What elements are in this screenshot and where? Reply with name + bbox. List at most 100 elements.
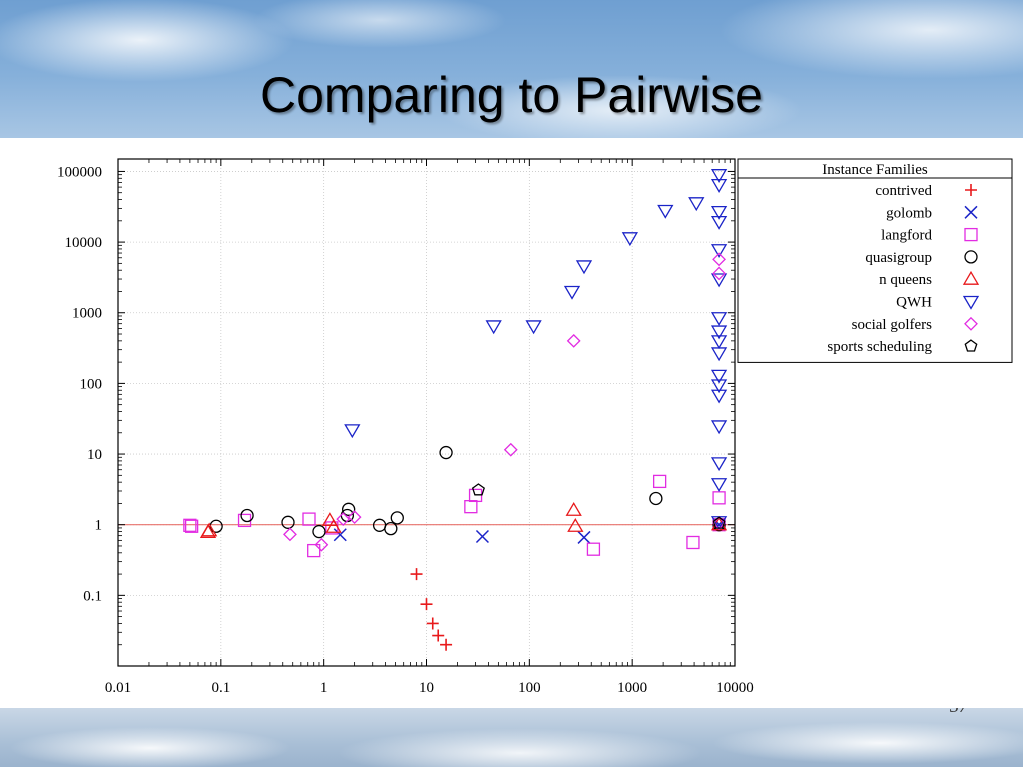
marker-plus (426, 617, 439, 630)
marker-square (686, 535, 700, 550)
data-point (710, 215, 728, 230)
marker-triangle-down (710, 478, 728, 493)
data-point (565, 501, 582, 516)
legend-entry-marker (965, 184, 977, 196)
y-tick-label: 1000 (72, 306, 102, 322)
marker-cross (475, 530, 489, 544)
legend-entry-label: n queens (879, 272, 932, 288)
marker-square (307, 543, 321, 558)
legend-entry-label: contrived (875, 183, 932, 199)
legend: Instance Families contrived golomb langfor… (737, 158, 1013, 363)
data-point (390, 511, 404, 525)
marker-cross (333, 528, 347, 542)
data-point (333, 528, 347, 542)
marker-cross (577, 530, 591, 544)
data-point (621, 232, 639, 247)
x-axis-tick-labels: 0.01 0.1 1 10 100 1000 10000 (105, 680, 754, 696)
data-point (710, 379, 728, 394)
data-point (686, 535, 700, 550)
marker-circle (312, 524, 326, 539)
marker-square (652, 474, 667, 489)
marker-circle (281, 515, 295, 529)
data-point (485, 320, 502, 335)
slide-title: Comparing to Pairwise (260, 67, 763, 123)
data-point (652, 474, 667, 489)
data-point (710, 389, 728, 404)
marker-triangle-down (710, 347, 728, 362)
data-point (710, 273, 728, 288)
marker-triangle-down (688, 197, 705, 212)
x-tick-label: 10000 (716, 680, 754, 696)
data-point (336, 512, 351, 527)
data-point (710, 205, 728, 220)
data-point (563, 285, 581, 300)
data-point (240, 508, 254, 523)
data-point (281, 515, 295, 529)
data-point (503, 442, 518, 457)
sky-background-bottom (0, 708, 1023, 767)
data-point (314, 537, 329, 552)
marker-square (302, 512, 316, 526)
marker-cross (964, 205, 978, 219)
data-point (710, 244, 728, 259)
data-point (384, 521, 398, 536)
data-point (710, 335, 728, 350)
marker-triangle-down (710, 273, 728, 288)
data-point (410, 568, 423, 581)
data-point (712, 266, 726, 281)
marker-triangle-down (710, 389, 728, 404)
marker-triangle-down (525, 320, 542, 335)
marker-plus (440, 638, 453, 651)
marker-triangle-down (621, 232, 639, 247)
marker-diamond (964, 316, 978, 331)
marker-square (183, 518, 197, 532)
legend-entry-marker (964, 339, 978, 352)
legend-entry-marker (964, 316, 978, 331)
data-point (710, 312, 728, 327)
legend-entry-label: golomb (886, 205, 932, 221)
marker-diamond (712, 252, 726, 267)
sky-background-top (0, 0, 1023, 138)
legend-entry-label: langford (881, 228, 932, 244)
axis-ticks (117, 159, 736, 666)
marker-triangle-down (710, 244, 728, 259)
marker-plus (420, 598, 433, 611)
marker-circle (390, 511, 404, 525)
data-point (464, 500, 478, 514)
data-point (347, 510, 362, 525)
data-point (475, 530, 489, 544)
legend-title: Instance Families (822, 162, 928, 178)
data-point (302, 512, 316, 526)
data-point (710, 457, 728, 472)
marker-triangle-down (710, 312, 728, 327)
marker-triangle-down (710, 420, 728, 435)
data-point (657, 204, 674, 219)
marker-diamond (314, 537, 329, 552)
marker-triangle-down (710, 457, 728, 472)
x-tick-label: 10 (419, 680, 434, 696)
data-point (344, 424, 361, 439)
marker-triangle-down (575, 260, 593, 275)
data-point (342, 502, 356, 516)
x-tick-label: 1000 (617, 680, 647, 696)
marker-diamond (336, 512, 351, 527)
marker-diamond (712, 516, 726, 531)
data-point (201, 522, 218, 537)
y-tick-label: 100000 (57, 164, 102, 180)
data-point (432, 629, 445, 642)
legend-entry-marker (964, 250, 978, 264)
data-point (426, 617, 439, 630)
data-point (710, 325, 728, 340)
marker-triangle-down (485, 320, 502, 335)
data-point (710, 420, 728, 435)
marker-plus (410, 568, 423, 581)
y-tick-label: 100 (80, 376, 103, 392)
marker-circle (240, 508, 254, 523)
legend-entry-marker (962, 295, 980, 310)
marker-triangle-up (962, 270, 980, 285)
data-point (710, 478, 728, 493)
data-point (525, 320, 542, 335)
marker-pentagon (471, 483, 485, 496)
data-point (184, 519, 199, 533)
series-sports-scheduling (471, 483, 726, 529)
